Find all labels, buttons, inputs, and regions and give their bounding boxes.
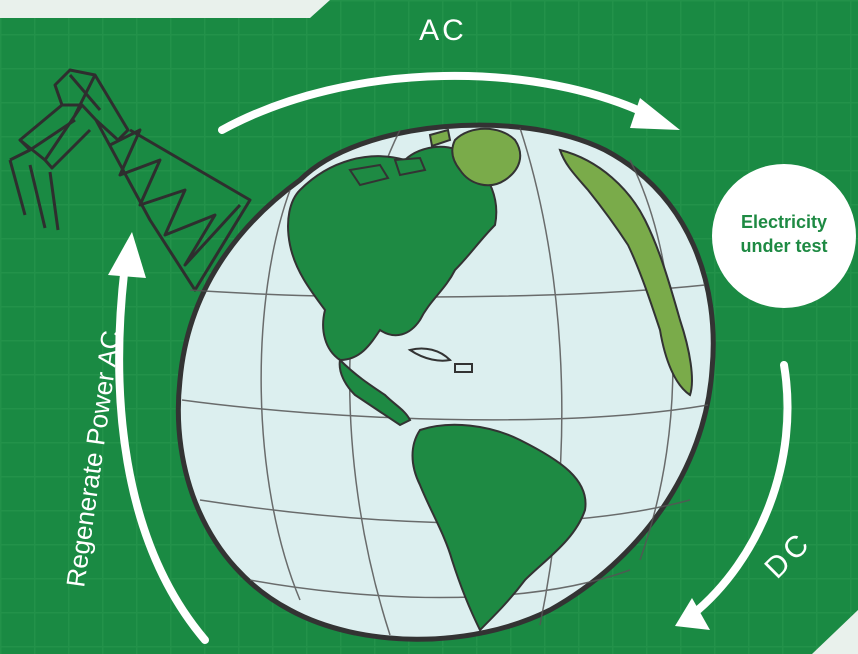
electricity-under-test-badge: Electricity under test (712, 164, 856, 308)
corner-tab (0, 0, 330, 18)
regenerate-arrow (108, 232, 209, 644)
globe-icon (175, 122, 716, 642)
badge-line-1: Electricity (741, 212, 827, 232)
corner-tab-bottom (812, 610, 858, 654)
badge-line-2: under test (740, 236, 827, 256)
ac-arrow (218, 71, 680, 134)
dc-arrow (675, 361, 792, 630)
ac-label: AC (419, 14, 467, 47)
